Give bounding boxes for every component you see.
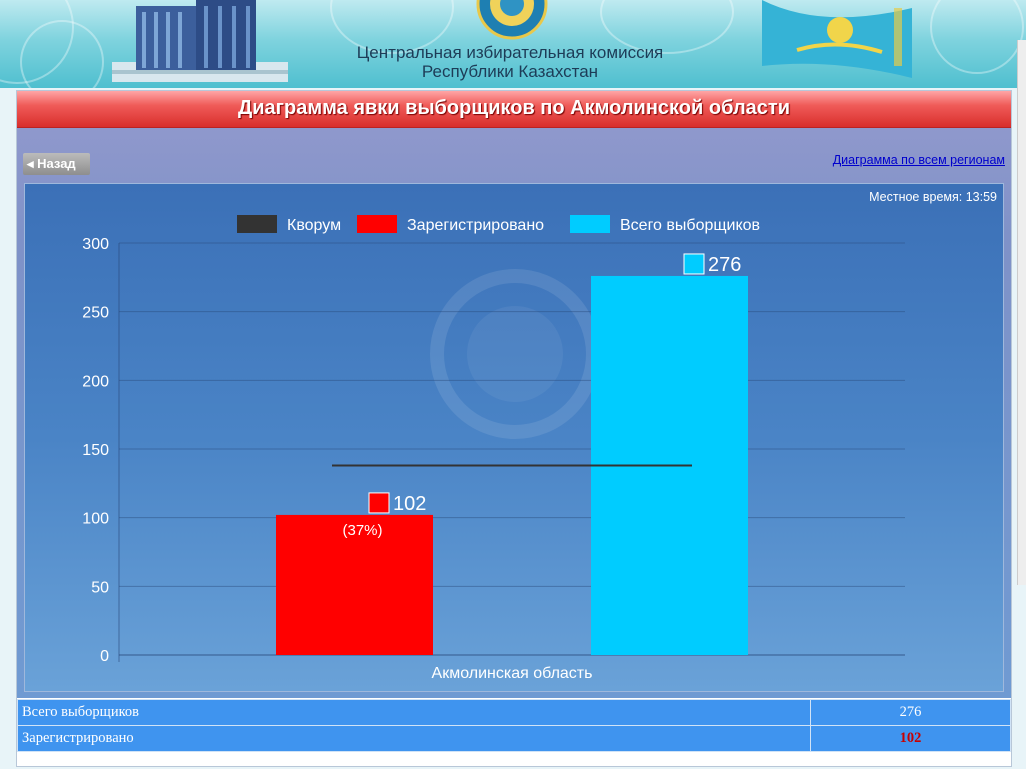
y-tick-label: 150 <box>82 442 109 459</box>
chart-container: 0 50 100 150 200 250 300 Кворум Зарегистрировано… <box>24 183 1004 692</box>
page-title: Диаграмма явки выборщиков по Акмолинской… <box>237 97 790 119</box>
header-banner: Центральная избирательная комиссия Респу… <box>0 0 1026 88</box>
y-tick-label: 0 <box>100 648 109 665</box>
legend-swatch <box>357 215 397 233</box>
stats-row: Всего выборщиков 276 <box>17 699 1011 726</box>
legend-swatch <box>570 215 610 233</box>
y-tick-label: 300 <box>82 236 109 253</box>
building-image <box>112 0 288 82</box>
stats-label: Всего выборщиков <box>17 699 811 726</box>
stats-table: Всего выборщиков 276 Зарегистрировано 102 <box>17 699 1011 752</box>
scrollbar[interactable] <box>1017 40 1026 585</box>
back-button[interactable]: ◂ Назад <box>23 153 90 175</box>
stats-value: 102 <box>810 725 1011 752</box>
legend-label: Зарегистрировано <box>407 217 544 234</box>
value-label: 102 <box>393 493 426 515</box>
legend-swatch <box>237 215 277 233</box>
watermark-seal-inner <box>467 306 563 402</box>
flag-image <box>762 0 912 78</box>
emblem-icon <box>476 0 548 40</box>
value-marker <box>368 492 390 514</box>
local-time: Местное время: 13:59 <box>869 190 997 204</box>
bar-registered <box>276 514 433 655</box>
all-regions-link[interactable]: Диаграмма по всем регионам <box>832 153 1005 167</box>
main-content: Диаграмма явки выборщиков по Акмолинской… <box>16 90 1012 767</box>
percent-label: (37%) <box>342 522 382 539</box>
legend-label: Всего выборщиков <box>620 217 760 234</box>
title-bar: Диаграмма явки выборщиков по Акмолинской… <box>17 91 1011 128</box>
value-marker <box>683 253 705 275</box>
chart-panel: ◂ Назад Диаграмма по всем регионам 0 50 10… <box>17 128 1011 698</box>
stats-label: Зарегистрировано <box>17 725 811 752</box>
y-tick-label: 250 <box>82 305 109 322</box>
turnout-chart: 0 50 100 150 200 250 300 Кворум Зарегистрировано… <box>82 215 905 682</box>
y-tick-label: 50 <box>91 579 109 596</box>
legend-label: Кворум <box>287 217 341 234</box>
header-line2: Республики Казахстан <box>421 62 599 81</box>
stats-row: Зарегистрировано 102 <box>17 725 1011 752</box>
stats-value: 276 <box>810 699 1011 726</box>
y-tick-label: 200 <box>82 373 109 390</box>
x-category-label: Акмолинская область <box>432 665 593 682</box>
y-tick-label: 100 <box>82 511 109 528</box>
header-line1: Центральная избирательная комиссия <box>356 43 664 62</box>
value-label: 276 <box>708 254 741 276</box>
